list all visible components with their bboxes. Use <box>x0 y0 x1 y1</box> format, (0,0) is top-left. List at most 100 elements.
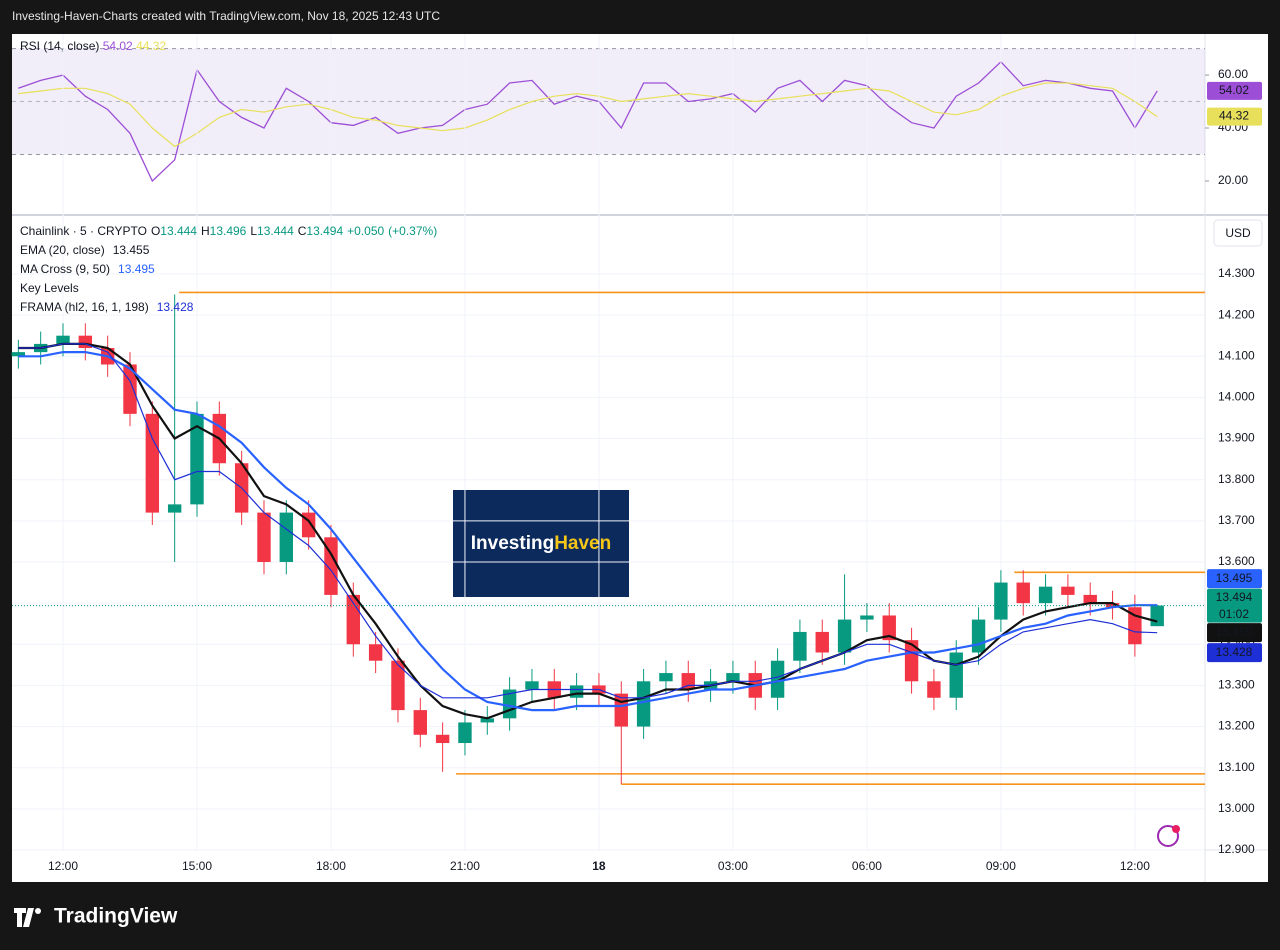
indicator-value: 44.32 <box>136 39 166 53</box>
assistant-icon[interactable] <box>1157 825 1180 847</box>
logo-dot <box>35 908 41 914</box>
ohlc-key: O <box>151 224 160 238</box>
price-tag-label: 54.02 <box>1219 83 1249 97</box>
price-tag-label: 44.32 <box>1219 109 1249 123</box>
watermark-text: InvestingHaven <box>471 533 611 554</box>
indicator-name: FRAMA (hl2, 16, 1, 198) <box>20 300 149 314</box>
candle-body <box>435 734 450 744</box>
watermark: InvestingHaven <box>453 490 629 597</box>
x-tick-label: 09:00 <box>986 859 1016 873</box>
candle-body <box>279 512 294 562</box>
y-tick-label: 13.600 <box>1218 554 1255 568</box>
x-tick-label: 18:00 <box>316 859 346 873</box>
candle-body <box>793 631 807 661</box>
price-tag <box>1207 569 1262 589</box>
overlay-line <box>18 342 1158 720</box>
indicator-name: EMA (20, close) <box>20 243 105 257</box>
candle-body <box>190 413 204 505</box>
candle-body <box>257 512 271 562</box>
y-tick-label: 13.700 <box>1218 513 1255 527</box>
indicator-legend: FRAMA (hl2, 16, 1, 198) 13.428 <box>20 300 194 314</box>
indicator-legend: Key Levels <box>20 281 79 295</box>
candle-body <box>525 681 539 690</box>
candle-body <box>145 413 160 513</box>
change-pct: (+0.37%) <box>388 224 437 238</box>
ohlc-value: 13.496 <box>210 224 247 238</box>
footer-logo: TradingView <box>14 905 178 928</box>
x-tick-label: 15:00 <box>182 859 212 873</box>
y-tick-label: 14.100 <box>1218 348 1255 362</box>
countdown-label: 01:02 <box>1219 607 1249 621</box>
candle-body <box>927 681 941 698</box>
y-tick-label: 20.00 <box>1218 173 1248 187</box>
y-tick-label: 14.000 <box>1218 390 1255 404</box>
y-tick-label: 13.900 <box>1218 431 1255 445</box>
change-value: +0.050 <box>347 224 384 238</box>
candle-body <box>368 644 383 661</box>
candle-body <box>569 685 584 698</box>
header-title: Investing-Haven-Charts created with Trad… <box>12 9 440 23</box>
x-tick-label: 06:00 <box>852 859 882 873</box>
y-tick-label: 14.200 <box>1218 307 1255 321</box>
candle-body <box>167 504 182 513</box>
watermark-part: Investing <box>471 533 554 554</box>
ohlc-value: 13.444 <box>160 224 197 238</box>
y-tick-label: 13.100 <box>1218 760 1255 774</box>
candle-body <box>659 673 673 682</box>
watermark-part: Haven <box>554 533 611 554</box>
watermark-box <box>453 490 629 597</box>
x-tick-label: 18 <box>592 859 606 873</box>
indicator-legend: EMA (20, close) 13.455 <box>20 243 150 257</box>
indicator-value: 54.02 <box>103 39 133 53</box>
icon-ring[interactable] <box>1157 825 1179 847</box>
price-tag <box>1207 623 1262 643</box>
ohlc-key: H <box>201 224 210 238</box>
symbol-legend: Chainlink · 5 · CRYPTO O13.444 H13.496 L13.… <box>20 224 437 238</box>
candle-body <box>1083 594 1097 604</box>
indicator-legend: MA Cross (9, 50) 13.495 <box>20 262 155 276</box>
overlay-line <box>18 351 1158 712</box>
candle-body <box>994 582 1008 620</box>
price-tag <box>1207 588 1262 623</box>
indicator-value: 13.428 <box>157 300 194 314</box>
candle-body <box>11 352 26 357</box>
candle-body <box>391 660 405 711</box>
price-tag-label: 13.494 <box>1216 590 1253 604</box>
x-tick-label: 21:00 <box>450 859 480 873</box>
currency-label[interactable]: USD <box>1225 226 1251 240</box>
overlay-line <box>18 343 1158 699</box>
y-tick-label: 13.300 <box>1218 678 1255 692</box>
candle-body <box>458 722 472 744</box>
rsi-line <box>18 82 1158 148</box>
footer-brand: TradingView <box>54 905 178 928</box>
ohlc-value: 13.444 <box>257 224 294 238</box>
rsi-line <box>18 60 1158 183</box>
candle-body <box>904 640 919 682</box>
candle-body <box>860 615 874 620</box>
y-tick-label: 60.00 <box>1218 67 1248 81</box>
indicator-name: Key Levels <box>20 281 79 295</box>
indicator-value: 13.495 <box>118 262 155 276</box>
currency-box[interactable] <box>1213 219 1263 247</box>
candle-body <box>837 619 852 653</box>
candle-body <box>1016 582 1030 604</box>
candle-body <box>56 335 70 344</box>
rsi-legend: RSI (14, close) 54.02 44.32 <box>20 39 166 53</box>
price-tag-label: 13.428 <box>1216 645 1253 659</box>
candle-body <box>1038 586 1053 604</box>
price-tag-label: 13.455 <box>1216 625 1253 639</box>
price-tag <box>1207 643 1262 663</box>
ohlc-value: 13.494 <box>306 224 343 238</box>
y-tick-label: 13.200 <box>1218 719 1255 733</box>
icon-dot[interactable] <box>1172 825 1180 833</box>
y-tick-label: 14.300 <box>1218 266 1255 280</box>
candle-body <box>413 710 427 735</box>
x-tick-label: 12:00 <box>48 859 78 873</box>
indicator-value: 13.455 <box>113 243 150 257</box>
logo-mark <box>14 908 34 927</box>
y-tick-label: 12.900 <box>1218 842 1255 856</box>
candle-body <box>770 660 785 698</box>
candle-body <box>480 718 494 723</box>
price-tag <box>1207 107 1262 126</box>
